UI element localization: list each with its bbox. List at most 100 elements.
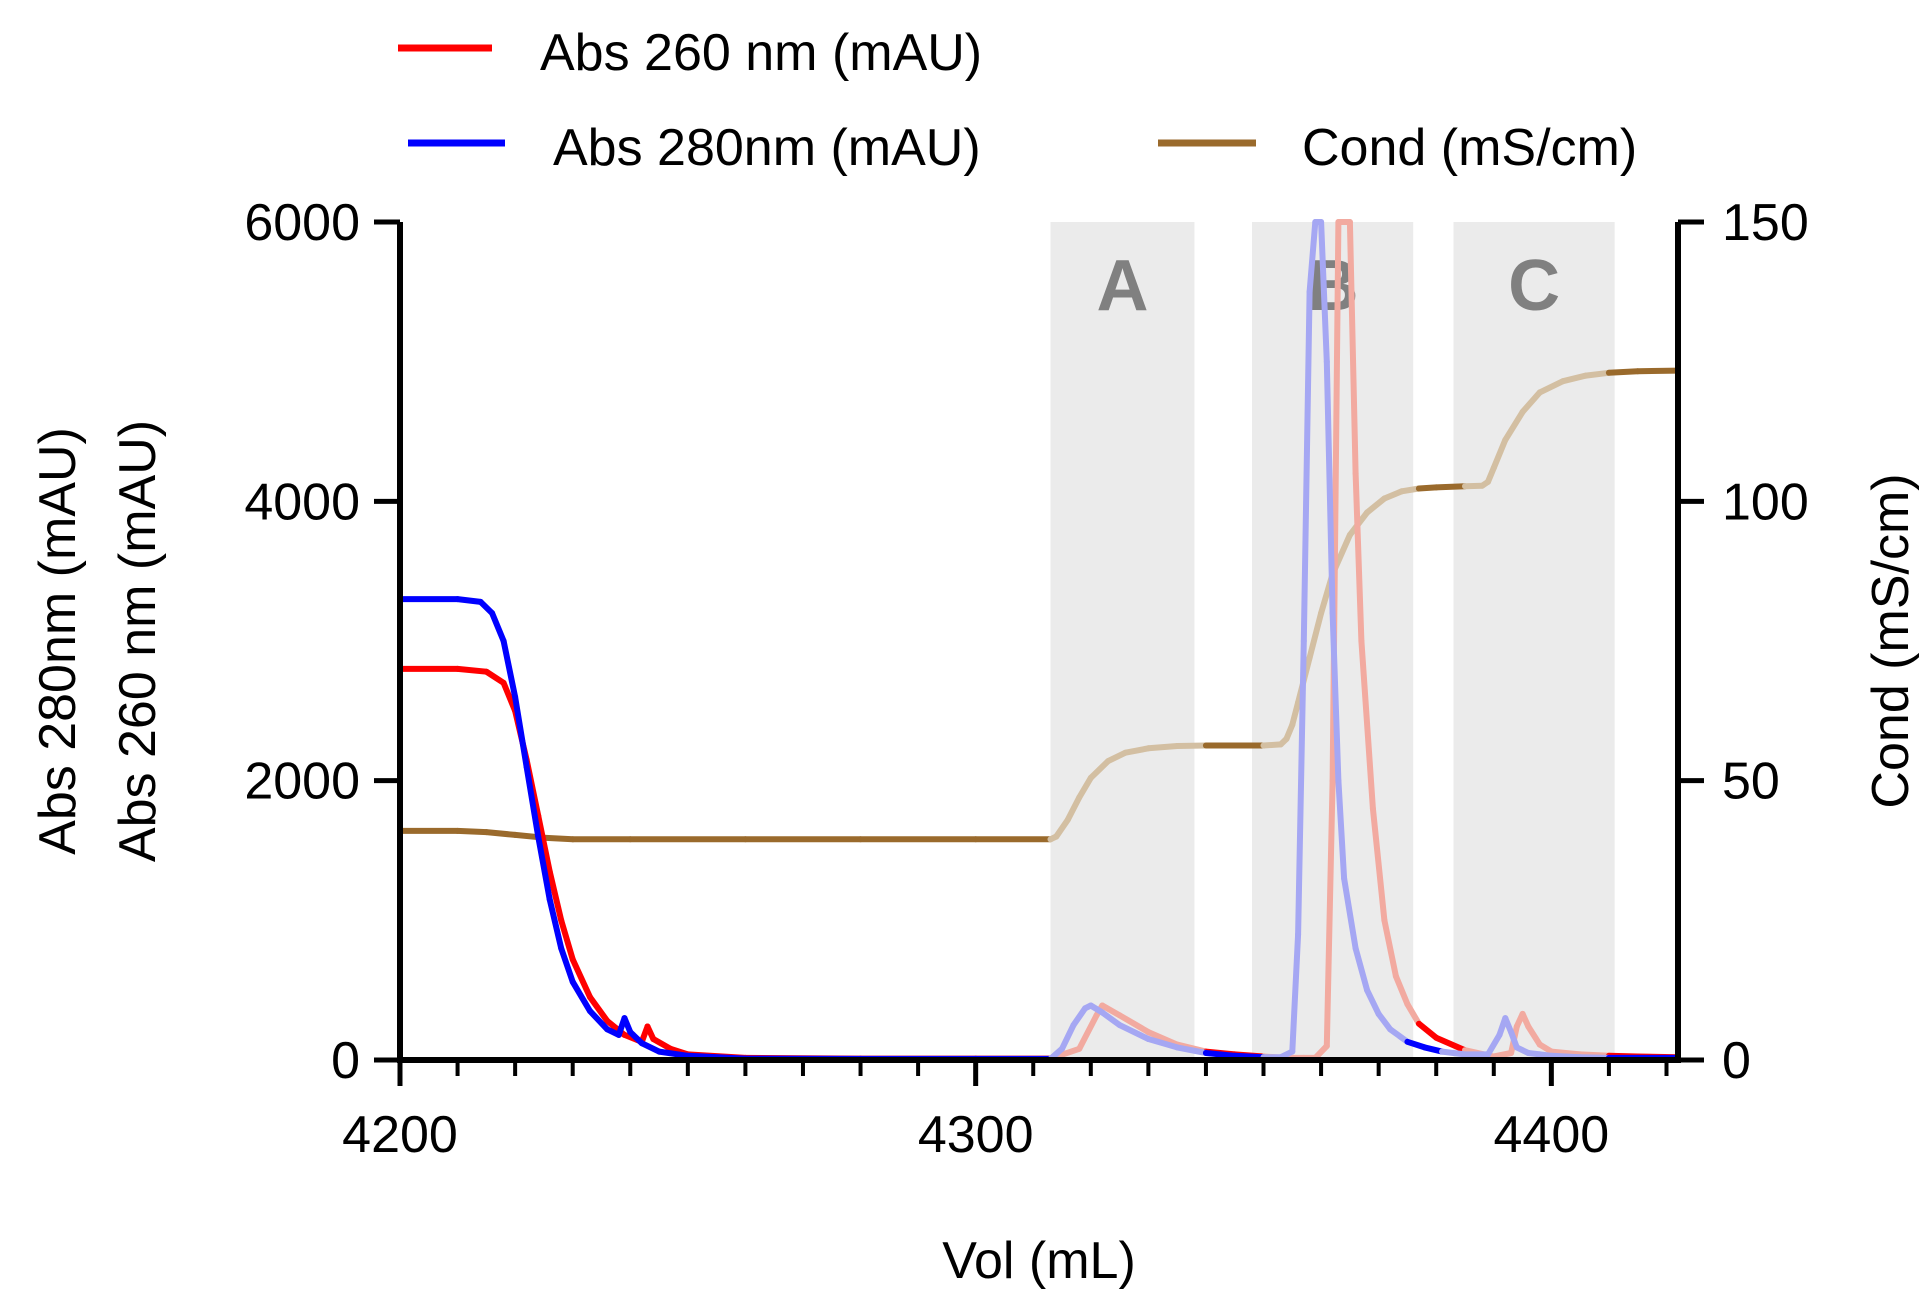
series-segment-abs-280nm-mau-	[1439, 1048, 1468, 1058]
series-segment-abs-280nm-mau-	[638, 1040, 663, 1055]
series-segment-cond-ms-cm-	[1087, 758, 1112, 781]
series-segment-abs-260-nm-mau-	[454, 665, 490, 675]
series-segment-abs-280nm-mau-	[1059, 1022, 1077, 1052]
series-segment-abs-260-nm-mau-	[546, 868, 565, 924]
series-segment-cond-ms-cm-	[454, 827, 490, 836]
region-a	[1050, 222, 1195, 1060]
series-segment-abs-280nm-mau-	[1485, 1031, 1503, 1058]
y-right-tick-label: 0	[1722, 1032, 1751, 1090]
series-segment-abs-280nm-mau-	[489, 610, 507, 644]
series-segment-abs-280nm-mau-	[1318, 219, 1330, 365]
series-segment-abs-260-nm-mau-	[1548, 1048, 1584, 1058]
series-segment-abs-280nm-mau-	[1174, 1044, 1209, 1056]
series-segment-abs-280nm-mau-	[1387, 1026, 1411, 1045]
series-segment-abs-260-nm-mau-	[569, 956, 593, 1001]
series-segment-cond-ms-cm-	[1605, 368, 1641, 376]
series-segment-cond-ms-cm-	[1634, 367, 1681, 375]
series-segment-abs-280nm-mau-	[1341, 875, 1359, 952]
series-segment-abs-280nm-mau-	[500, 638, 519, 700]
series-segment-abs-280nm-mau-	[1548, 1052, 1584, 1061]
series-segment-abs-280nm-mau-	[1306, 219, 1319, 295]
series-segment-cond-ms-cm-	[483, 829, 519, 838]
y-right-tick-label: 150	[1722, 194, 1809, 252]
series-segment-cond-ms-cm-	[1559, 372, 1589, 385]
series-segment-abs-260-nm-mau-	[1404, 1001, 1422, 1027]
series-segment-cond-ms-cm-	[1364, 495, 1388, 516]
legend-label-abs280: Abs 280nm (mAU)	[553, 119, 981, 177]
axis-ticks: 4200 4300 4400 0 2000 4000 6000 0 50 100 150	[244, 194, 1808, 1164]
series-segment-abs-280nm-mau-	[1116, 1022, 1152, 1042]
series-segment-cond-ms-cm-	[1519, 389, 1543, 415]
series-segment-abs-280nm-mau-	[1070, 1005, 1089, 1029]
series-segment-cond-ms-cm-	[1174, 742, 1209, 749]
series-segment-abs-260-nm-mau-	[1369, 805, 1388, 924]
series-segment-abs-280nm-mau-	[535, 833, 553, 903]
series-segment-cond-ms-cm-	[1053, 816, 1071, 840]
y-left-tick-label: 4000	[244, 473, 360, 531]
series-segment-abs-280nm-mau-	[1329, 610, 1342, 784]
series-segment-cond-ms-cm-	[1433, 483, 1468, 491]
series-segment-cond-ms-cm-	[1145, 743, 1181, 752]
series-segment-cond-ms-cm-	[1306, 610, 1325, 661]
series-segment-abs-260-nm-mau-	[1346, 219, 1359, 477]
series-segment-abs-260-nm-mau-	[1381, 917, 1399, 980]
x-tick-label: 4200	[342, 1106, 458, 1164]
y-left-tick-label: 2000	[244, 753, 360, 811]
legend: Abs 260 nm (mAU) Abs 280nm (mAU) Cond (m…	[398, 24, 1637, 177]
y-left-tick-label: 6000	[244, 194, 360, 252]
series-segment-abs-260-nm-mau-	[650, 1036, 674, 1052]
series-segment-abs-280nm-mau-	[1335, 777, 1348, 882]
region-c	[1453, 222, 1615, 1060]
series-segment-abs-280nm-mau-	[1364, 987, 1382, 1017]
series-segment-abs-260-nm-mau-	[535, 812, 553, 875]
series-segment-abs-280nm-mau-	[523, 763, 542, 840]
region-label-a: A	[1096, 246, 1148, 326]
series-segment-cond-ms-cm-	[1502, 408, 1526, 443]
series-segment-cond-ms-cm-	[1536, 378, 1566, 396]
series-segment-cond-ms-cm-	[1381, 488, 1405, 502]
series-segment-abs-260-nm-mau-	[558, 917, 576, 963]
series-segment-cond-ms-cm-	[1289, 699, 1302, 728]
y-right-title: Cond (mS/cm)	[1862, 473, 1920, 808]
series-segment-abs-280nm-mau-	[1323, 358, 1336, 617]
series-segment-abs-260-nm-mau-	[1323, 777, 1336, 1049]
series-segment-abs-280nm-mau-	[1231, 1052, 1267, 1061]
series-segment-abs-260-nm-mau-	[1433, 1034, 1468, 1054]
series-segment-abs-260-nm-mau-	[1525, 1023, 1543, 1048]
series-segment-cond-ms-cm-	[1490, 436, 1509, 471]
series-segment-abs-260-nm-mau-	[500, 679, 519, 714]
y-right-tick-label: 50	[1722, 753, 1780, 811]
series-segment-abs-280nm-mau-	[1202, 1050, 1238, 1059]
series-segment-cond-ms-cm-	[540, 834, 576, 843]
y-left-title-line-2: Abs 280nm (mAU)	[29, 427, 87, 855]
series-segment-abs-280nm-mau-	[546, 896, 565, 952]
y-left-title-line-1: Abs 260 nm (mAU)	[109, 420, 167, 862]
y-right-tick-label: 100	[1722, 473, 1809, 531]
series-segment-abs-280nm-mau-	[1099, 1009, 1123, 1029]
series-segment-abs-260-nm-mau-	[483, 668, 507, 686]
series-segment-abs-260-nm-mau-	[1358, 638, 1376, 812]
legend-label-cond: Cond (mS/cm)	[1302, 119, 1637, 177]
legend-label-abs260: Abs 260 nm (mAU)	[540, 24, 982, 82]
series-segment-abs-280nm-mau-	[454, 596, 484, 605]
series-segment-abs-280nm-mau-	[656, 1048, 691, 1059]
series-segment-abs-260-nm-mau-	[1099, 1002, 1123, 1019]
series-segment-abs-280nm-mau-	[1295, 638, 1307, 938]
series-segment-abs-280nm-mau-	[558, 945, 576, 985]
x-axis-title: Vol (mL)	[942, 1232, 1136, 1290]
series-segment-cond-ms-cm-	[1122, 745, 1152, 756]
series-segment-abs-280nm-mau-	[512, 693, 530, 770]
series-segment-cond-ms-cm-	[1064, 794, 1083, 823]
series-segment-cond-ms-cm-	[1076, 774, 1094, 801]
series-segment-abs-260-nm-mau-	[1415, 1020, 1440, 1041]
series-segment-abs-280nm-mau-	[569, 978, 593, 1015]
x-tick-label: 4400	[1494, 1106, 1610, 1164]
series-segment-abs-260-nm-mau-	[1116, 1012, 1152, 1036]
series-segment-abs-260-nm-mau-	[1145, 1029, 1181, 1048]
series-segment-abs-280nm-mau-	[1289, 931, 1302, 1055]
series-segment-abs-280nm-mau-	[1404, 1038, 1428, 1051]
series-segment-abs-260-nm-mau-	[1392, 973, 1411, 1008]
series-segment-abs-280nm-mau-	[587, 1008, 611, 1033]
